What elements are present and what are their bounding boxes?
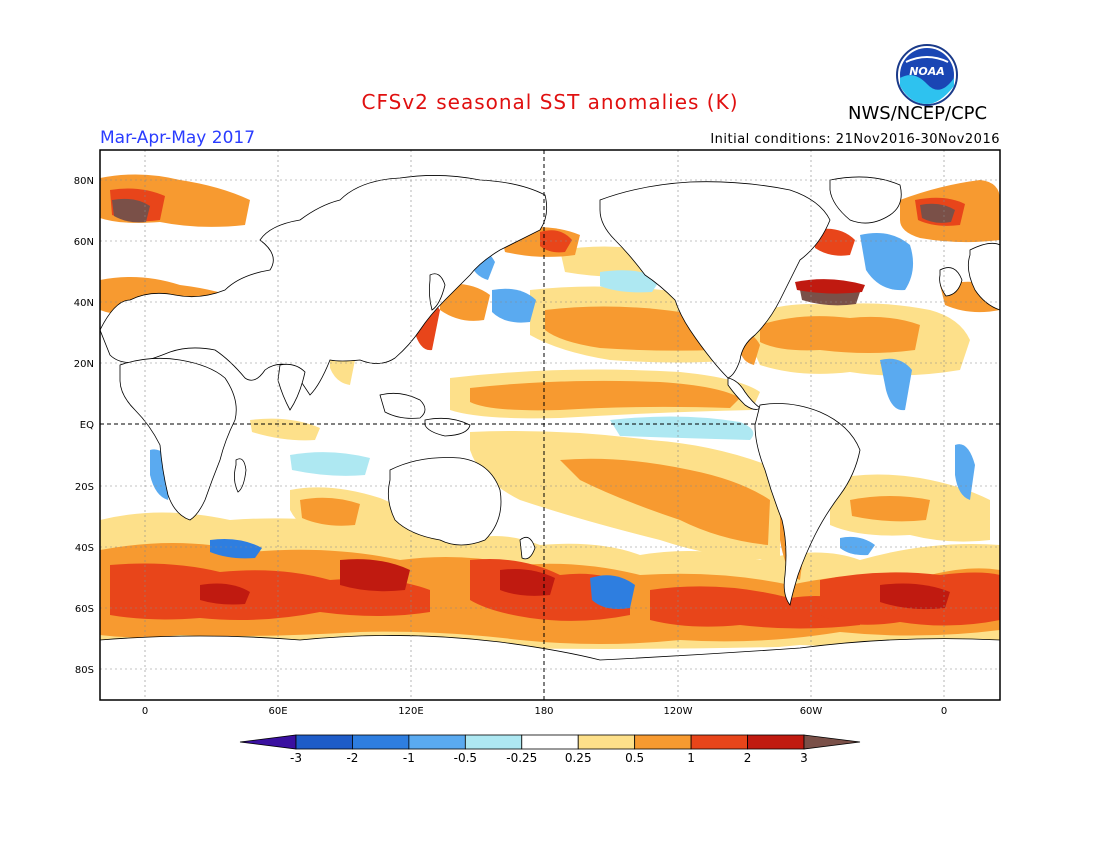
lon-label: 120W <box>664 706 693 717</box>
lon-label: 0 <box>941 706 947 717</box>
colorbar-box <box>747 734 805 750</box>
colorbar-box <box>634 734 692 750</box>
organization-label: NWS/NCEP/CPC <box>848 103 988 124</box>
colorbar-label: -0.25 <box>506 751 537 765</box>
colorbar-box <box>408 734 466 750</box>
lon-label: 180 <box>534 706 553 717</box>
colorbar-box <box>295 734 353 750</box>
latitude-labels: 80N 60N 40N 20N EQ 20S 40S 60S 80S <box>74 176 94 676</box>
lat-label: 40S <box>75 543 94 554</box>
colorbar-box <box>464 734 523 750</box>
colorbar-label: 3 <box>800 751 808 765</box>
colorbar-min-triangle <box>239 734 297 750</box>
lon-label: 120E <box>398 706 423 717</box>
colorbar: -3 -2 -1 -0.5 -0.25 0.25 0.5 1 2 3 <box>239 734 861 765</box>
colorbar-label: 0.5 <box>625 751 644 765</box>
colorbar-box <box>521 734 579 750</box>
colorbar-label: -3 <box>290 751 302 765</box>
noaa-logo: NOAA <box>896 44 958 106</box>
lat-label: 80N <box>74 176 94 187</box>
colorbar-max-triangle <box>803 734 861 750</box>
svg-text:NOAA: NOAA <box>909 65 945 78</box>
coastlines <box>100 175 1000 700</box>
colorbar-label: -0.5 <box>454 751 477 765</box>
colorbar-label: -2 <box>346 751 358 765</box>
colorbar-label: 2 <box>744 751 752 765</box>
anomaly-field <box>100 174 1000 700</box>
graticule <box>100 150 1000 700</box>
lat-label: 60S <box>75 604 94 615</box>
colorbar-box <box>577 734 636 750</box>
colorbar-box <box>690 734 748 750</box>
lat-label: 20S <box>75 482 94 493</box>
map-frame <box>99 149 1001 701</box>
forecast-period: Mar-Apr-May 2017 <box>100 128 256 148</box>
colorbar-label: 0.25 <box>565 751 592 765</box>
lat-label: 80S <box>75 665 94 676</box>
lat-label: EQ <box>80 420 94 431</box>
colorbar-box <box>352 734 410 750</box>
lon-label: 0 <box>142 706 148 717</box>
lat-label: 40N <box>74 298 94 309</box>
lon-label: 60E <box>268 706 287 717</box>
longitude-labels: 0 60E 120E 180 120W 60W 0 <box>142 706 947 717</box>
chart-title: CFSv2 seasonal SST anomalies (K) <box>361 90 739 114</box>
lat-label: 20N <box>74 359 94 370</box>
colorbar-label: 1 <box>687 751 695 765</box>
colorbar-label: -1 <box>403 751 415 765</box>
lat-label: 60N <box>74 237 94 248</box>
initial-conditions: Initial conditions: 21Nov2016-30Nov2016 <box>710 132 1000 147</box>
lon-label: 60W <box>800 706 823 717</box>
